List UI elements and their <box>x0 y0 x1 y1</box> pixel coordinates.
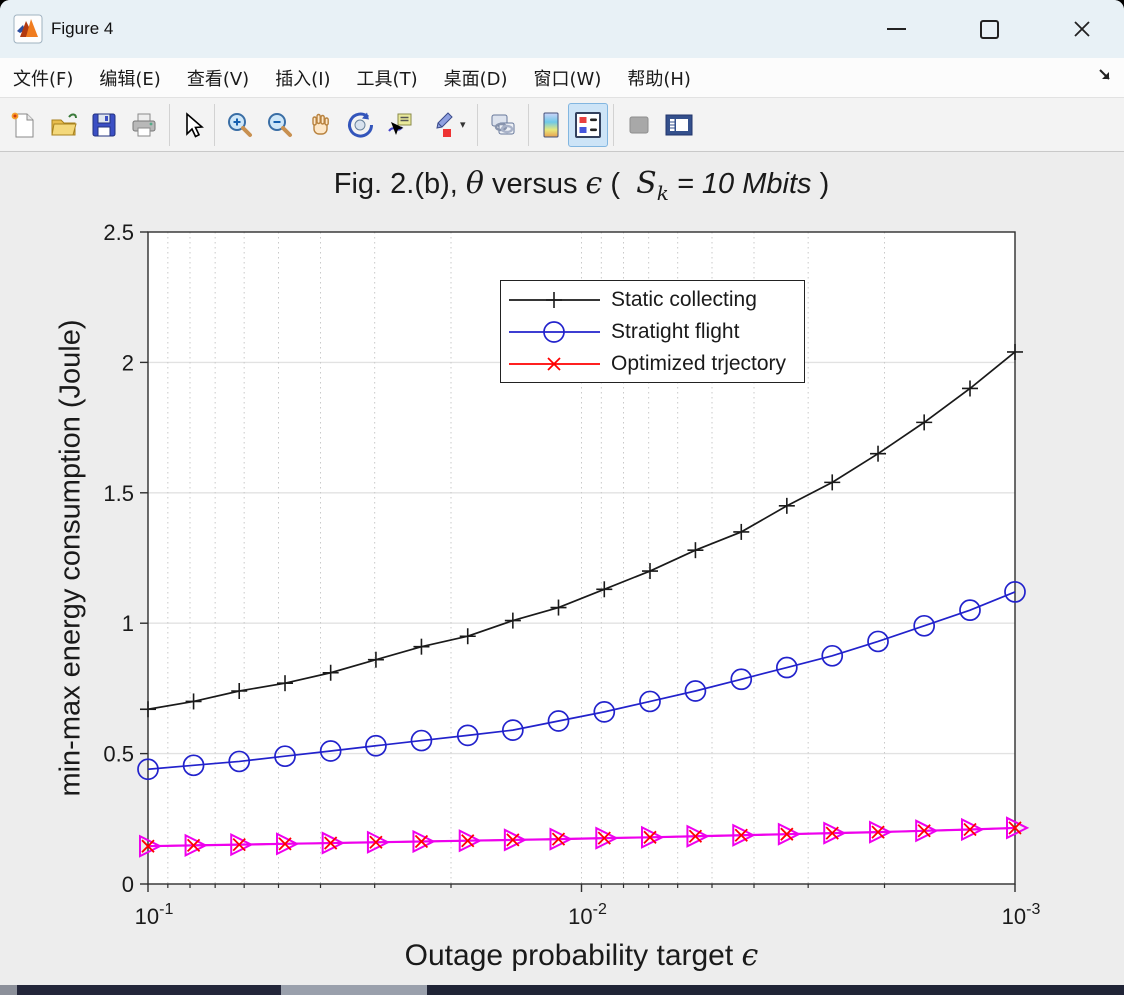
background-window-strip <box>0 985 1124 995</box>
svg-text:0.5: 0.5 <box>103 742 134 767</box>
maximize-button[interactable] <box>957 4 1021 54</box>
minimize-icon <box>886 28 906 30</box>
y-axis-label: min-max energy consumption (Joule) <box>54 319 87 797</box>
close-button[interactable] <box>1050 4 1114 54</box>
rotate-3d-button[interactable] <box>340 102 380 148</box>
titlebar[interactable]: Figure 4 <box>0 0 1124 58</box>
brush-data-button[interactable] <box>420 102 460 148</box>
menu-item-view[interactable]: 查看(V) <box>186 68 250 90</box>
epsilon-symbol: ϵ <box>741 938 759 973</box>
legend-label: Static collecting <box>611 288 757 311</box>
toolbar-separator <box>214 103 215 146</box>
rotate-3d-icon <box>348 112 374 138</box>
cursor-arrow-icon <box>186 111 204 138</box>
menu-item-desktop[interactable]: 桌面(D) <box>443 68 508 90</box>
hand-icon <box>312 113 329 135</box>
svg-text:0: 0 <box>122 872 134 897</box>
open-folder-icon <box>51 113 77 135</box>
menu-item-file[interactable]: 文件(F) <box>13 68 74 90</box>
save-icon <box>92 113 116 136</box>
data-cursor-button[interactable] <box>380 102 420 148</box>
epsilon-symbol: ϵ <box>585 166 603 201</box>
brush-icon <box>436 111 453 137</box>
svg-text:10-3: 10-3 <box>1002 901 1041 929</box>
new-figure-button[interactable] <box>4 102 44 148</box>
pan-button[interactable] <box>300 102 340 148</box>
link-plot-icon <box>491 114 515 134</box>
maximize-icon <box>979 19 999 39</box>
printer-icon <box>132 113 156 136</box>
svg-text:2.5: 2.5 <box>103 220 134 245</box>
hide-plot-tools-button[interactable] <box>619 102 659 148</box>
svg-text:1.5: 1.5 <box>103 481 134 506</box>
legend-label: Optimized trjectory <box>611 352 787 375</box>
toolbar: ▾ <box>0 98 1124 152</box>
legend[interactable]: Static collecting Stratight flight Optim… <box>500 280 805 383</box>
insert-colorbar-button[interactable] <box>534 102 568 148</box>
svg-text:2: 2 <box>122 350 134 375</box>
hide-plot-tools-icon <box>629 116 649 133</box>
legend-label: Stratight flight <box>611 320 740 343</box>
zoom-in-icon <box>228 112 252 137</box>
brush-dropdown-caret[interactable]: ▾ <box>460 119 466 131</box>
edit-plot-button[interactable] <box>175 102 209 148</box>
legend-entry-straight-flight[interactable]: Stratight flight <box>507 316 804 348</box>
link-plot-button[interactable] <box>483 102 523 148</box>
show-plot-tools-button[interactable] <box>659 102 699 148</box>
save-figure-button[interactable] <box>84 102 124 148</box>
matlab-logo-icon <box>13 14 43 44</box>
window-title: Figure 4 <box>51 19 114 38</box>
menu-item-tools[interactable]: 工具(T) <box>356 68 418 90</box>
menu-item-insert[interactable]: 插入(I) <box>275 68 331 90</box>
svg-text:1: 1 <box>122 611 134 636</box>
svg-text:10-2: 10-2 <box>568 901 607 929</box>
menu-item-edit[interactable]: 编辑(E) <box>99 68 161 90</box>
legend-marker-x <box>509 357 600 371</box>
toolbar-separator <box>528 103 529 146</box>
legend-marker-plus <box>509 292 600 308</box>
print-figure-button[interactable] <box>124 102 164 148</box>
zoom-in-button[interactable] <box>220 102 260 148</box>
open-file-button[interactable] <box>44 102 84 148</box>
chart-title: Fig. 2.(b), θ versus ϵ ( Sk = 10 Mbits ) <box>333 166 830 205</box>
toolbar-separator <box>613 103 614 146</box>
minimize-button[interactable] <box>864 4 928 54</box>
theta-symbol: θ <box>465 166 484 201</box>
legend-entry-optimized-trajectory[interactable]: Optimized trjectory <box>507 348 804 380</box>
dock-figure-icon[interactable] <box>1096 66 1114 88</box>
x-axis-label: Outage probability target ϵ <box>404 938 759 973</box>
legend-icon <box>575 111 601 138</box>
sk-variable: S <box>636 166 657 201</box>
legend-entry-static-collecting[interactable]: Static collecting <box>507 284 804 316</box>
show-plot-tools-icon <box>665 114 693 135</box>
toolbar-separator <box>169 103 170 146</box>
menu-item-help[interactable]: 帮助(H) <box>627 68 691 90</box>
insert-legend-button[interactable] <box>568 102 608 147</box>
svg-text:10-1: 10-1 <box>135 901 174 929</box>
menu-item-window[interactable]: 窗口(W) <box>533 68 602 90</box>
data-cursor-icon <box>388 113 412 135</box>
close-icon <box>1074 21 1090 37</box>
colorbar-icon <box>543 112 559 137</box>
legend-marker-circle <box>509 321 600 343</box>
zoom-out-button[interactable] <box>260 102 300 148</box>
figure-canvas: 10-1 10-2 10-3 0 0.5 1 1.5 2 2.5 Fig. 2.(b), θ v… <box>0 152 1124 985</box>
window-controls <box>835 0 1114 58</box>
zoom-out-icon <box>268 112 292 137</box>
plot-area[interactable]: 10-1 10-2 10-3 0 0.5 1 1.5 2 2.5 <box>0 152 1124 985</box>
toolbar-separator <box>477 103 478 146</box>
new-figure-icon <box>11 112 34 137</box>
menubar: 文件(F) 编辑(E) 查看(V) 插入(I) 工具(T) 桌面(D) 窗口(W… <box>0 58 1124 98</box>
